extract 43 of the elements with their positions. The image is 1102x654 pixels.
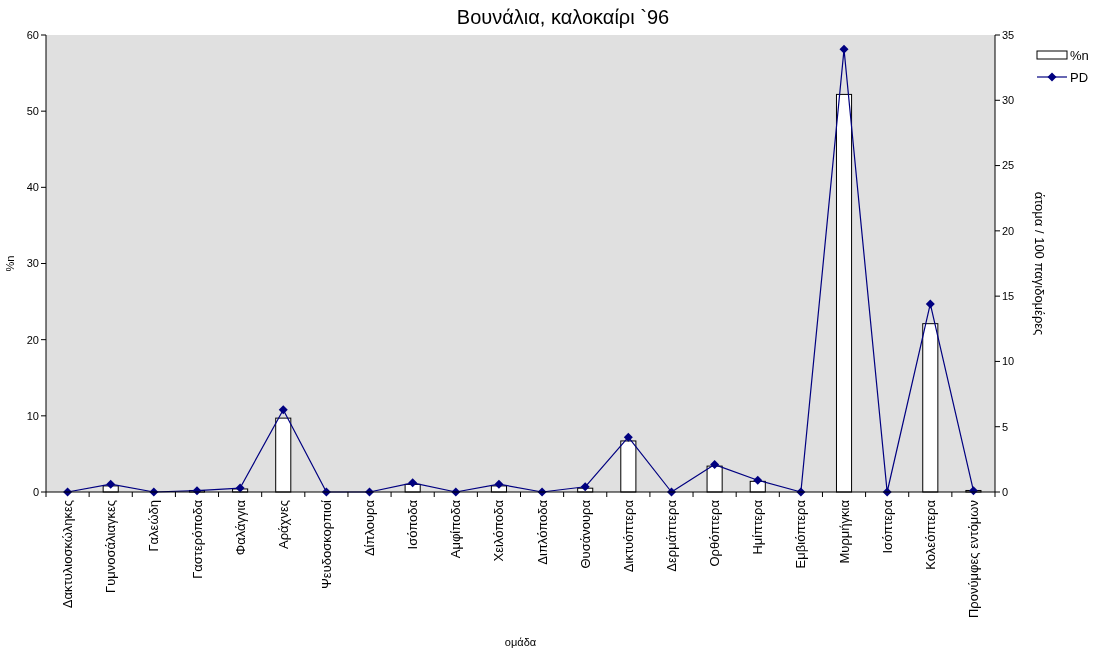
y2-tick-label: 5 (1002, 420, 1009, 433)
y2-tick-label: 25 (1002, 159, 1015, 172)
x-tick-label: Γαλεώδη (146, 500, 162, 552)
x-tick-label: Διπλόποδα (534, 499, 550, 565)
y2-axis-title: άτομα / 100 παγιδομέρες (1032, 191, 1047, 336)
y2-tick-label: 10 (1002, 355, 1015, 368)
x-tick-label: Δακτυλιοσκώληκες (60, 500, 76, 609)
x-tick-label: Γυμνοσάλιαγκες (103, 500, 119, 593)
y-tick-label: 0 (32, 485, 39, 498)
x-tick-label: Δερμάπτερα (664, 499, 680, 572)
x-tick-label: Ψευδοσκορπιοί (318, 499, 334, 590)
x-tick-label: Κολεόπτερα (922, 499, 938, 570)
x-tick-label: Ορθόπτερα (707, 499, 723, 567)
y-tick-label: 10 (26, 409, 39, 422)
y-tick-label: 60 (26, 28, 39, 41)
x-tick-label: Ισόπτερα (879, 499, 895, 554)
x-tick-label: Αμφίποδα (448, 499, 464, 559)
x-tick-label: Χειλόποδα (491, 499, 507, 562)
x-axis-title: ομάδα (504, 636, 537, 648)
y2-tick-label: 35 (1002, 28, 1015, 41)
x-tick-label: Μυρμήγκια (836, 499, 852, 564)
x-tick-label: Θυσάνουρα (577, 499, 593, 569)
y2-tick-label: 0 (1002, 485, 1009, 498)
y-axis-title: %n (4, 255, 16, 272)
y-tick-label: 30 (26, 257, 39, 270)
y2-tick-label: 20 (1002, 224, 1015, 237)
y-tick-label: 20 (26, 333, 39, 346)
x-tick-label: Αράχνες (275, 500, 291, 549)
legend-label: %n (1070, 47, 1089, 63)
y-tick-label: 50 (26, 105, 39, 118)
y2-tick-label: 15 (1002, 289, 1015, 302)
x-tick-label: Φαλάγγια (232, 499, 248, 556)
legend-label: PD (1070, 69, 1089, 85)
x-tick-label: Προνύμφες εντόμων (965, 500, 981, 619)
chart-title: Βουνάλια, καλοκαίρι `96 (456, 6, 670, 28)
x-tick-label: Ημίπτερα (750, 499, 766, 555)
x-tick-label: Εμβιόπτερα (793, 499, 809, 569)
y2-tick-label: 30 (1002, 94, 1015, 107)
y-tick-label: 40 (26, 181, 39, 194)
x-tick-label: Δίπλουρα (362, 499, 378, 557)
x-tick-label: Ισόποδα (405, 499, 421, 550)
x-tick-label: Γαστερόποδα (189, 499, 205, 579)
x-tick-label: Δικτυόπτερα (620, 499, 636, 573)
